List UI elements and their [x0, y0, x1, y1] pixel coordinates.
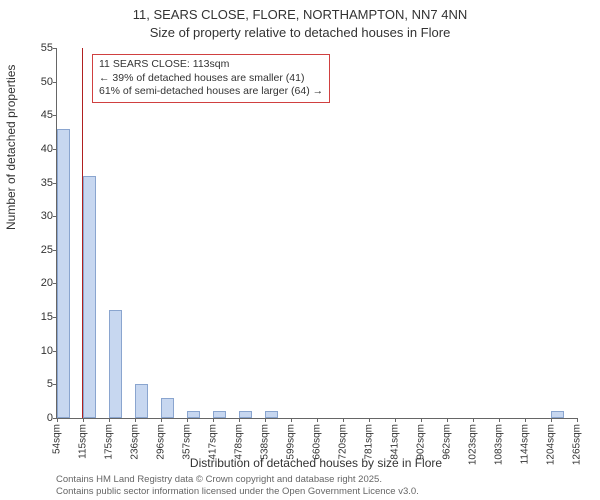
histogram-bar	[239, 411, 252, 418]
x-tick-label: 417sqm	[207, 424, 218, 460]
y-tick-mark	[53, 115, 57, 116]
x-tick-mark	[83, 418, 84, 422]
annotation-line-3: 61% of semi-detached houses are larger (…	[99, 85, 323, 99]
x-tick-mark	[109, 418, 110, 422]
x-tick-label: 175sqm	[103, 424, 114, 460]
x-tick-label: 54sqm	[52, 424, 63, 454]
histogram-bar	[83, 176, 96, 418]
annotation-box: 11 SEARS CLOSE: 113sqm ← 39% of detached…	[92, 54, 330, 103]
x-tick-mark	[135, 418, 136, 422]
x-tick-mark	[421, 418, 422, 422]
x-tick-mark	[343, 418, 344, 422]
x-tick-label: 357sqm	[182, 424, 193, 460]
x-tick-mark	[291, 418, 292, 422]
x-tick-mark	[213, 418, 214, 422]
x-tick-mark	[499, 418, 500, 422]
x-tick-label: 236sqm	[130, 424, 141, 460]
footer: Contains HM Land Registry data © Crown c…	[56, 474, 576, 498]
reference-line	[82, 48, 83, 418]
x-tick-label: 781sqm	[364, 424, 375, 460]
x-tick-mark	[161, 418, 162, 422]
x-tick-mark	[57, 418, 58, 422]
histogram-bar	[213, 411, 226, 418]
histogram-bar	[109, 310, 122, 418]
x-tick-mark	[525, 418, 526, 422]
histogram-bar	[135, 384, 148, 418]
x-tick-label: 599sqm	[286, 424, 297, 460]
histogram-bar	[161, 398, 174, 418]
x-tick-label: 720sqm	[337, 424, 348, 460]
title-line-2: Size of property relative to detached ho…	[0, 24, 600, 42]
x-tick-mark	[447, 418, 448, 422]
histogram-bar	[57, 129, 70, 418]
x-tick-mark	[369, 418, 370, 422]
x-tick-label: 962sqm	[441, 424, 452, 460]
annotation-line-2: ← 39% of detached houses are smaller (41…	[99, 72, 323, 86]
chart-container: 11, SEARS CLOSE, FLORE, NORTHAMPTON, NN7…	[0, 0, 600, 500]
x-tick-mark	[577, 418, 578, 422]
chart-title: 11, SEARS CLOSE, FLORE, NORTHAMPTON, NN7…	[0, 0, 600, 41]
x-tick-label: 660sqm	[312, 424, 323, 460]
annotation-line-1: 11 SEARS CLOSE: 113sqm	[99, 58, 323, 72]
footer-line-1: Contains HM Land Registry data © Crown c…	[56, 474, 576, 486]
x-tick-mark	[239, 418, 240, 422]
footer-line-2: Contains public sector information licen…	[56, 486, 576, 498]
x-tick-mark	[187, 418, 188, 422]
x-tick-label: 115sqm	[78, 424, 89, 459]
x-tick-label: 478sqm	[234, 424, 245, 460]
x-tick-label: 902sqm	[416, 424, 427, 460]
x-tick-label: 296sqm	[155, 424, 166, 460]
y-tick-mark	[53, 48, 57, 49]
histogram-bar	[551, 411, 564, 418]
x-tick-mark	[551, 418, 552, 422]
title-line-1: 11, SEARS CLOSE, FLORE, NORTHAMPTON, NN7…	[0, 6, 600, 24]
y-tick-mark	[53, 82, 57, 83]
x-tick-mark	[265, 418, 266, 422]
x-tick-mark	[317, 418, 318, 422]
histogram-bar	[187, 411, 200, 418]
histogram-bar	[265, 411, 278, 418]
plot-area: 11 SEARS CLOSE: 113sqm ← 39% of detached…	[56, 48, 577, 419]
x-tick-mark	[473, 418, 474, 422]
x-tick-mark	[395, 418, 396, 422]
x-axis-label: Distribution of detached houses by size …	[56, 456, 576, 470]
x-tick-label: 538sqm	[259, 424, 270, 460]
y-axis-label: Number of detached properties	[4, 65, 18, 230]
x-tick-label: 841sqm	[389, 424, 400, 460]
